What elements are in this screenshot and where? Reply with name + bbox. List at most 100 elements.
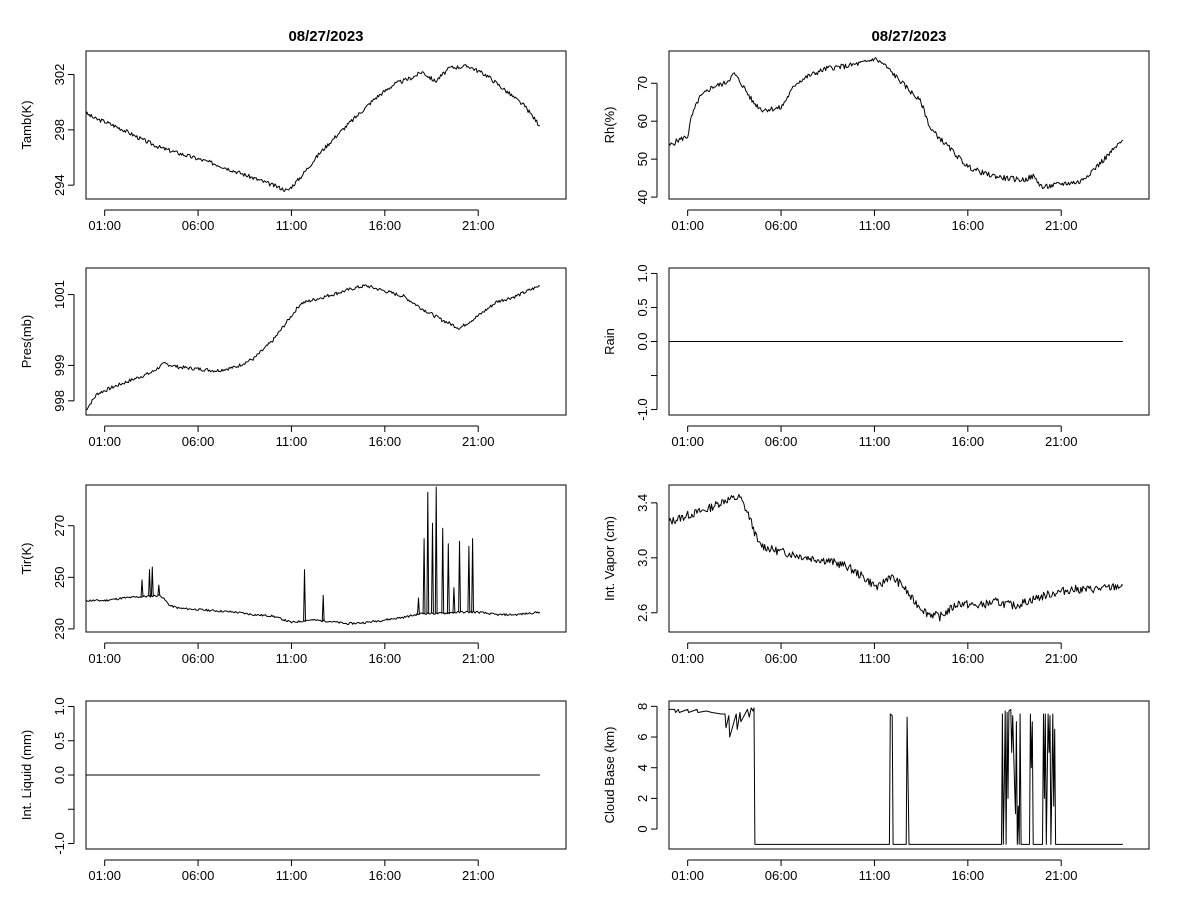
spike: [446, 543, 450, 613]
spike: [426, 491, 430, 614]
spike: [431, 522, 434, 614]
y-tick-label: 0.5: [52, 732, 67, 750]
series-line-cloud-base: [669, 707, 1123, 845]
panel-pres: Pres(mb) 998 999 1001 01:00 06:00 11:00 16:00 21…: [19, 267, 567, 449]
y-tick-label: 6: [635, 733, 650, 740]
y-axis-label: Rain: [602, 328, 617, 355]
x-tick-label: 06:00: [182, 434, 215, 449]
x-tick-label: 06:00: [765, 651, 798, 666]
y-axis-label: Int. Vapor (cm): [602, 516, 617, 601]
x-tick-label: 11:00: [859, 434, 891, 449]
y-tick-label: 1.0: [52, 697, 67, 715]
plot-frame: [85, 267, 567, 416]
x-tick-label: 06:00: [182, 651, 215, 666]
y-tick-label: 298: [52, 119, 67, 141]
y-tick-label: 1.0: [635, 264, 650, 282]
x-tick-label: 01:00: [671, 868, 704, 883]
x-tick-label: 16:00: [952, 868, 985, 883]
x-tick-label: 21:00: [1045, 218, 1078, 233]
panel-cloud: Cloud Base (km) 0 2 4 6 8 01:00 06:00 11:00 16:00…: [602, 700, 1150, 883]
y-tick-label: 70: [635, 76, 650, 90]
x-tick-label: 06:00: [182, 868, 215, 883]
y-axis-label: Tir(K): [19, 542, 34, 574]
series-line-tir: [85, 594, 541, 626]
x-tick-label: 11:00: [276, 868, 308, 883]
x-tick-label: 01:00: [88, 868, 121, 883]
y-tick-label: 50: [635, 152, 650, 166]
panel-tamb: 08/27/2023 Tamb(K) 294 298 302 01:00 06:00 11:0…: [19, 28, 567, 233]
x-tick-label: 21:00: [462, 218, 495, 233]
x-tick-label: 21:00: [1045, 868, 1078, 883]
x-tick-label: 21:00: [1045, 651, 1078, 666]
spike: [157, 584, 161, 596]
y-tick-label: 3.0: [635, 549, 650, 567]
x-tick-label: 16:00: [952, 651, 985, 666]
series-line-tamb: [85, 64, 540, 192]
y-axis-label: Pres(mb): [19, 315, 34, 368]
y-tick-label: 230: [52, 618, 67, 640]
x-tick-label: 11:00: [276, 218, 308, 233]
plot-frame: [85, 50, 567, 200]
x-tick-label: 06:00: [182, 218, 215, 233]
x-tick-label: 11:00: [276, 651, 308, 666]
y-tick-label: 0.0: [52, 766, 67, 784]
series-line-int-vapor: [668, 493, 1124, 622]
y-tick-label: 4: [635, 764, 650, 771]
y-axis-label: Rh(%): [602, 107, 617, 144]
panel-tir: Tir(K) 230 250 270 01:00 06:00 11:00 16:00 21:00: [19, 484, 567, 666]
spike: [434, 486, 438, 614]
x-tick-label: 06:00: [765, 434, 798, 449]
x-tick-label: 11:00: [859, 218, 891, 233]
plot-frame: [668, 50, 1150, 200]
x-tick-label: 01:00: [88, 218, 121, 233]
x-tick-label: 21:00: [462, 434, 495, 449]
x-tick-label: 16:00: [952, 218, 985, 233]
y-tick-label: 294: [52, 174, 67, 196]
panel-vapor: Int. Vapor (cm) 2.6 3.0 3.4 01:00 06:00 11:00 1…: [602, 484, 1150, 666]
x-tick-label: 16:00: [369, 218, 402, 233]
x-tick-label: 16:00: [369, 651, 402, 666]
y-tick-label: 40: [635, 190, 650, 204]
x-tick-label: 01:00: [88, 434, 121, 449]
x-tick-label: 11:00: [859, 868, 891, 883]
y-tick-label: 60: [635, 114, 650, 128]
y-tick-label: 8: [635, 703, 650, 710]
y-tick-label: 1001: [52, 280, 67, 309]
x-tick-label: 21:00: [1045, 434, 1078, 449]
spike: [148, 569, 151, 597]
x-tick-label: 11:00: [276, 434, 308, 449]
plot-frame: [85, 484, 567, 633]
x-tick-label: 16:00: [952, 434, 985, 449]
y-tick-label: 2.6: [635, 604, 650, 622]
y-axis-label: Cloud Base (km): [602, 727, 617, 824]
chart-title: 08/27/2023: [871, 28, 946, 45]
spike: [467, 545, 471, 613]
y-tick-label: 250: [52, 566, 67, 588]
x-tick-label: 16:00: [369, 434, 402, 449]
spike: [452, 587, 456, 613]
y-axis-label: Int. Liquid (mm): [19, 730, 34, 820]
panel-liquid: Int. Liquid (mm) -1.0 0.0 0.5 1.0 01:00 06:00 1…: [19, 697, 567, 883]
x-tick-label: 01:00: [671, 218, 704, 233]
series-line-pres: [85, 284, 540, 411]
spike: [422, 538, 426, 614]
y-axis-label: Tamb(K): [19, 100, 34, 149]
y-tick-label: 2: [635, 795, 650, 802]
y-tick-label: 0.0: [635, 332, 650, 350]
x-tick-label: 11:00: [859, 651, 891, 666]
spike: [150, 566, 154, 597]
spike: [471, 538, 474, 613]
y-tick-label: 0: [635, 825, 650, 832]
x-tick-label: 21:00: [462, 651, 495, 666]
panel-rh: 08/27/2023 Rh(%) 40 50 60 70 01:00 06:00 11:00 16…: [602, 28, 1150, 233]
x-tick-label: 21:00: [462, 868, 495, 883]
spike: [417, 597, 420, 615]
spike: [321, 594, 325, 621]
y-tick-label: -1.0: [635, 398, 650, 420]
plot-frame: [668, 700, 1150, 850]
y-tick-label: 0.5: [635, 298, 650, 316]
y-tick-label: 302: [52, 64, 67, 86]
x-tick-label: 01:00: [671, 651, 704, 666]
y-tick-label: 999: [52, 355, 67, 377]
